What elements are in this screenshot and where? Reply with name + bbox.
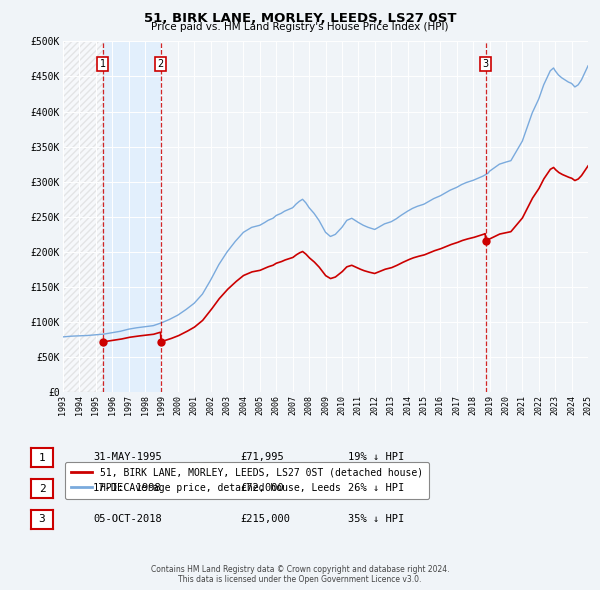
- Text: 3: 3: [482, 59, 488, 69]
- Text: 17-DEC-1998: 17-DEC-1998: [93, 483, 162, 493]
- Text: 1: 1: [38, 453, 46, 463]
- Text: 05-OCT-2018: 05-OCT-2018: [93, 514, 162, 523]
- Text: Price paid vs. HM Land Registry's House Price Index (HPI): Price paid vs. HM Land Registry's House …: [151, 22, 449, 32]
- Text: 2: 2: [158, 59, 164, 69]
- Text: 31-MAY-1995: 31-MAY-1995: [93, 453, 162, 462]
- Text: 51, BIRK LANE, MORLEY, LEEDS, LS27 0ST: 51, BIRK LANE, MORLEY, LEEDS, LS27 0ST: [144, 12, 456, 25]
- Text: 35% ↓ HPI: 35% ↓ HPI: [348, 514, 404, 523]
- Text: 1: 1: [100, 59, 106, 69]
- Text: 26% ↓ HPI: 26% ↓ HPI: [348, 483, 404, 493]
- Legend: 51, BIRK LANE, MORLEY, LEEDS, LS27 0ST (detached house), HPI: Average price, det: 51, BIRK LANE, MORLEY, LEEDS, LS27 0ST (…: [65, 462, 429, 499]
- Text: £215,000: £215,000: [240, 514, 290, 523]
- Text: 19% ↓ HPI: 19% ↓ HPI: [348, 453, 404, 462]
- Bar: [103, 41, 161, 392]
- Text: 3: 3: [38, 514, 46, 524]
- Text: £71,995: £71,995: [240, 453, 284, 462]
- Text: £72,000: £72,000: [240, 483, 284, 493]
- Text: 2: 2: [38, 484, 46, 493]
- Text: Contains HM Land Registry data © Crown copyright and database right 2024.
This d: Contains HM Land Registry data © Crown c…: [151, 565, 449, 584]
